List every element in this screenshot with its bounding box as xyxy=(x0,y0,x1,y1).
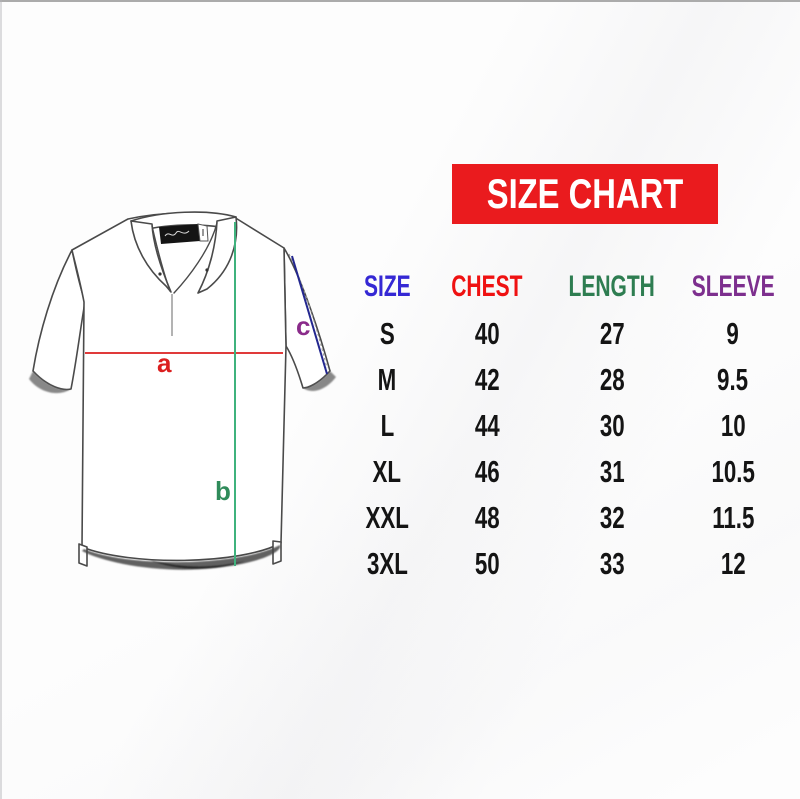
header-size: SIZE xyxy=(363,270,411,303)
hem-shadow xyxy=(82,545,281,570)
cell-size-3xl: 3XL xyxy=(366,545,408,581)
annotation-a: a xyxy=(157,348,172,378)
cell-size-l: L xyxy=(380,407,394,443)
cell-sleeve-l: 10 xyxy=(720,407,746,443)
left-sleeve-shadow xyxy=(29,371,71,394)
cell-chest-xxl: 48 xyxy=(474,499,500,535)
annotation-c: c xyxy=(296,311,310,341)
header-sleeve: SLEEVE xyxy=(691,270,775,303)
cell-sleeve-3xl: 12 xyxy=(720,545,746,581)
hem-shadow-dark xyxy=(150,560,245,569)
cell-chest-3xl: 50 xyxy=(474,545,500,581)
cell-sleeve-m: 9.5 xyxy=(717,361,749,397)
header-chest: CHEST xyxy=(451,270,523,303)
cell-length-3xl: 33 xyxy=(599,545,625,581)
top-border-line xyxy=(0,0,800,2)
cell-chest-l: 44 xyxy=(474,407,500,443)
left-border-line xyxy=(0,0,2,799)
cell-size-s: S xyxy=(379,315,395,351)
sleeve-measure-line xyxy=(291,255,328,375)
cell-length-s: 27 xyxy=(599,315,625,351)
hem-slit-left xyxy=(78,543,88,567)
neckline-left xyxy=(151,225,171,292)
cell-size-m: M xyxy=(377,361,397,397)
right-sleeve xyxy=(283,247,331,389)
header-length: LENGTH xyxy=(568,270,656,303)
collar-button-right xyxy=(205,268,209,272)
cell-chest-m: 42 xyxy=(474,361,500,397)
right-sleeve-shadow xyxy=(303,371,336,391)
cell-length-xl: 31 xyxy=(599,453,625,489)
size-table: SIZE CHEST LENGTH SLEEVE S 40 27 9 M 42 … xyxy=(337,264,779,586)
brand-label xyxy=(159,224,200,244)
cell-length-xxl: 32 xyxy=(599,499,625,535)
collar-button-left xyxy=(158,272,162,276)
cell-sleeve-xxl: 11.5 xyxy=(711,499,755,535)
cell-length-l: 30 xyxy=(599,407,625,443)
cell-sleeve-s: 9 xyxy=(726,315,740,351)
neckline-right xyxy=(173,222,218,294)
size-chart-banner: SIZE CHART xyxy=(452,164,718,224)
cell-chest-s: 40 xyxy=(474,315,500,351)
size-chart-banner-title: SIZE CHART xyxy=(486,170,684,217)
cell-size-xl: XL xyxy=(372,453,402,489)
cell-chest-xl: 46 xyxy=(474,453,500,489)
cell-size-xxl: XXL xyxy=(365,499,409,535)
annotation-b: b xyxy=(215,476,231,506)
cell-sleeve-xl: 10.5 xyxy=(711,453,755,489)
shirt-body xyxy=(71,211,287,562)
cell-length-m: 28 xyxy=(599,361,625,397)
brand-label-script xyxy=(164,230,190,237)
